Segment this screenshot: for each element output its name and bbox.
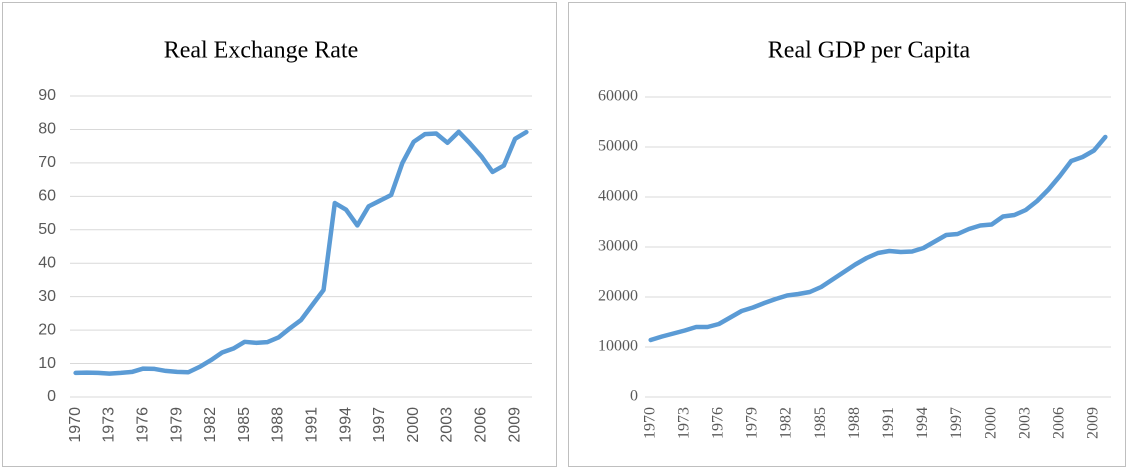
x-tick-label: 1991	[303, 407, 320, 443]
x-tick-label: 2003	[1016, 407, 1033, 439]
y-tick-label: 20	[38, 321, 56, 338]
y-tick-label: 80	[38, 121, 56, 138]
x-tick-label: 1979	[168, 407, 185, 443]
y-tick-label: 30000	[598, 238, 638, 255]
chart: Real Exchange Rate 0 10 20 30 40 50 60 70 80 90 19…	[2, 2, 557, 467]
x-tick-label: 1988	[846, 407, 863, 439]
y-tick-label: 0	[630, 388, 638, 405]
x-tick-label: 1985	[236, 407, 253, 443]
x-tick-label: 1991	[880, 407, 897, 439]
x-tick-label: 1994	[914, 407, 931, 439]
x-tick-label: 1982	[202, 407, 219, 443]
x-tick-label: 1994	[337, 407, 354, 443]
y-tick-label: 60000	[598, 88, 638, 105]
x-tick-label: 1985	[812, 407, 829, 439]
x-tick-label: 1988	[270, 407, 287, 443]
y-tick-label: 70	[38, 154, 56, 171]
y-tick-label: 10000	[598, 338, 638, 355]
y-tick-label: 40	[38, 254, 56, 271]
y-tick-label: 10	[38, 355, 56, 372]
x-tick-label: 1970	[67, 407, 84, 443]
data-line	[73, 129, 529, 376]
y-tick-label: 60	[38, 188, 56, 205]
y-tick-label: 50000	[598, 138, 638, 155]
x-tick-label: 2000	[405, 407, 422, 443]
x-tick-label: 1979	[744, 407, 761, 439]
x-tick-label: 2000	[982, 407, 999, 439]
x-tick-label: 1973	[675, 407, 692, 439]
y-tick-label: 40000	[598, 188, 638, 205]
x-tick-label: 2009	[1085, 407, 1102, 439]
x-tick-label: 1970	[641, 407, 658, 439]
x-tick-label: 1976	[710, 407, 727, 439]
chart: Real GDP per Capita 0 10000 20000 30000 4000…	[568, 2, 1126, 467]
x-tick-label: 2009	[506, 407, 523, 443]
x-tick-label: 1997	[948, 407, 965, 439]
chart-title: Real GDP per Capita	[768, 38, 971, 64]
y-tick-label: 20000	[598, 288, 638, 305]
x-tick-label: 1982	[778, 407, 795, 439]
x-tick-label: 2006	[473, 407, 490, 443]
y-tick-label: 0	[47, 388, 56, 405]
y-tick-label: 50	[38, 221, 56, 238]
x-tick-label: 1973	[101, 407, 118, 443]
y-tick-label: 90	[38, 87, 56, 104]
chart-title: Real Exchange Rate	[164, 38, 359, 64]
x-tick-label: 1976	[134, 407, 151, 443]
y-tick-label: 30	[38, 288, 56, 305]
x-tick-label: 2006	[1051, 407, 1068, 439]
x-tick-label: 2003	[439, 407, 456, 443]
x-tick-label: 1997	[371, 407, 388, 443]
data-line	[648, 134, 1108, 343]
